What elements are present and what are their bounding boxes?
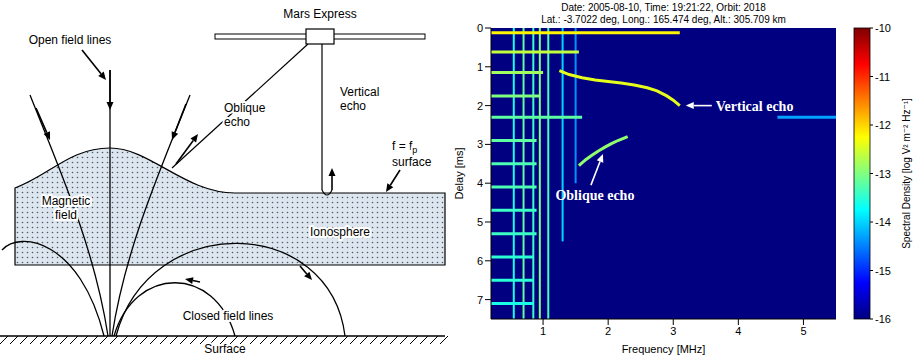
svg-text:2: 2 xyxy=(605,325,611,337)
svg-text:Magneticfield: Magneticfield xyxy=(42,194,91,222)
svg-text:f = fp: f = fp xyxy=(392,139,417,155)
svg-text:Obliqueecho: Obliqueecho xyxy=(224,101,266,129)
svg-text:Vertical echo: Vertical echo xyxy=(716,99,794,114)
svg-text:-15: -15 xyxy=(875,265,891,277)
svg-text:Lat.: -3.7022 deg, Long.: 165.: Lat.: -3.7022 deg, Long.: 165.474 deg, A… xyxy=(541,14,786,25)
svg-text:Mars Express: Mars Express xyxy=(283,7,356,21)
svg-text:Spectral Density [log V² m⁻² H: Spectral Density [log V² m⁻² Hz⁻¹] xyxy=(901,98,912,249)
svg-text:1: 1 xyxy=(477,61,483,73)
svg-text:5: 5 xyxy=(477,216,483,228)
svg-text:Delay [ms]: Delay [ms] xyxy=(453,148,465,200)
svg-text:-11: -11 xyxy=(875,71,890,83)
svg-text:3: 3 xyxy=(477,138,483,150)
svg-text:-16: -16 xyxy=(875,313,891,325)
svg-text:0: 0 xyxy=(477,22,483,34)
svg-text:Open field lines: Open field lines xyxy=(29,33,112,47)
svg-text:4: 4 xyxy=(477,177,483,189)
svg-text:4: 4 xyxy=(735,325,741,337)
svg-text:Closed field lines: Closed field lines xyxy=(183,309,274,323)
svg-text:5: 5 xyxy=(800,325,806,337)
svg-text:2: 2 xyxy=(477,100,483,112)
svg-text:Verticalecho: Verticalecho xyxy=(340,85,379,113)
svg-text:-13: -13 xyxy=(875,168,891,180)
svg-text:Frequency [MHz]: Frequency [MHz] xyxy=(622,343,706,355)
svg-text:Date: 2005-08-10, Time: 19:21:: Date: 2005-08-10, Time: 19:21:22, Orbit:… xyxy=(561,2,766,13)
svg-text:3: 3 xyxy=(670,325,676,337)
svg-text:-12: -12 xyxy=(875,119,891,131)
svg-text:-10: -10 xyxy=(875,22,891,34)
svg-text:6: 6 xyxy=(477,255,483,267)
svg-text:7: 7 xyxy=(477,294,483,306)
svg-text:Ionosphere: Ionosphere xyxy=(310,225,370,239)
svg-text:Oblique echo: Oblique echo xyxy=(555,188,634,203)
svg-text:Surface: Surface xyxy=(204,342,246,356)
svg-text:-14: -14 xyxy=(875,216,891,228)
svg-text:1: 1 xyxy=(540,325,546,337)
svg-text:surface: surface xyxy=(392,155,432,169)
